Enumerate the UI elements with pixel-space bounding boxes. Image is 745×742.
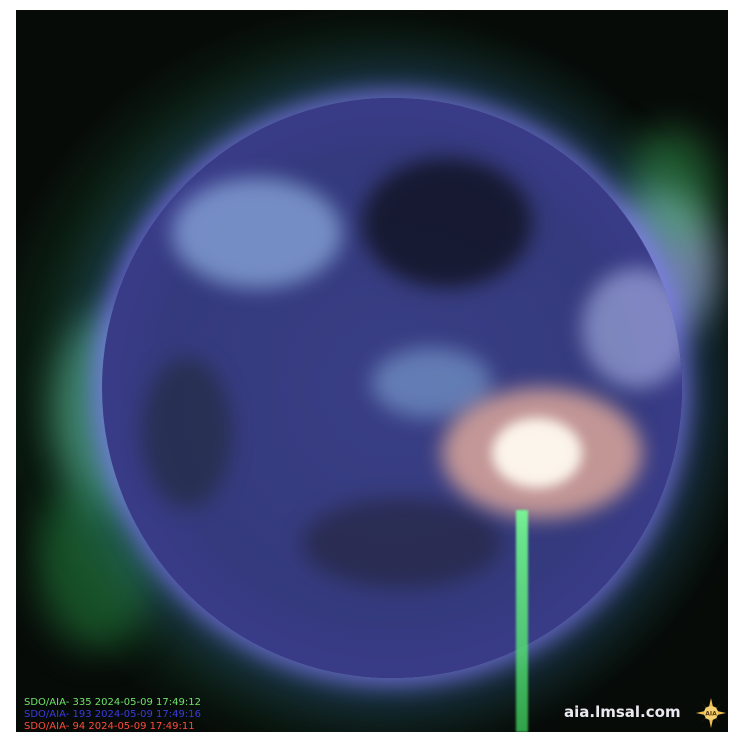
coronal-hole [362, 158, 532, 288]
solar-flare-core [492, 418, 582, 488]
dark-region-bottom [302, 498, 502, 588]
flare-saturation-streak [516, 510, 528, 732]
caption-aia-193: SDO/AIA- 193 2024-05-09 17:49:16 [24, 709, 201, 720]
upper-right-green-glow [626, 130, 716, 250]
watermark-site: aia.lmsal.com [564, 703, 681, 721]
active-region-northwest [172, 178, 342, 288]
caption-aia-335: SDO/AIA- 335 2024-05-09 17:49:12 [24, 697, 201, 708]
dark-region-left [142, 358, 232, 508]
active-region-east [582, 268, 682, 388]
aia-logo-icon: AIA [696, 698, 726, 728]
caption-aia-94: SDO/AIA- 94 2024-05-09 17:49:11 [24, 721, 195, 732]
solar-disk [102, 98, 682, 678]
solar-image-frame: SDO/AIA- 335 2024-05-09 17:49:12 SDO/AIA… [16, 10, 728, 732]
aia-logo-text: AIA [705, 711, 717, 718]
